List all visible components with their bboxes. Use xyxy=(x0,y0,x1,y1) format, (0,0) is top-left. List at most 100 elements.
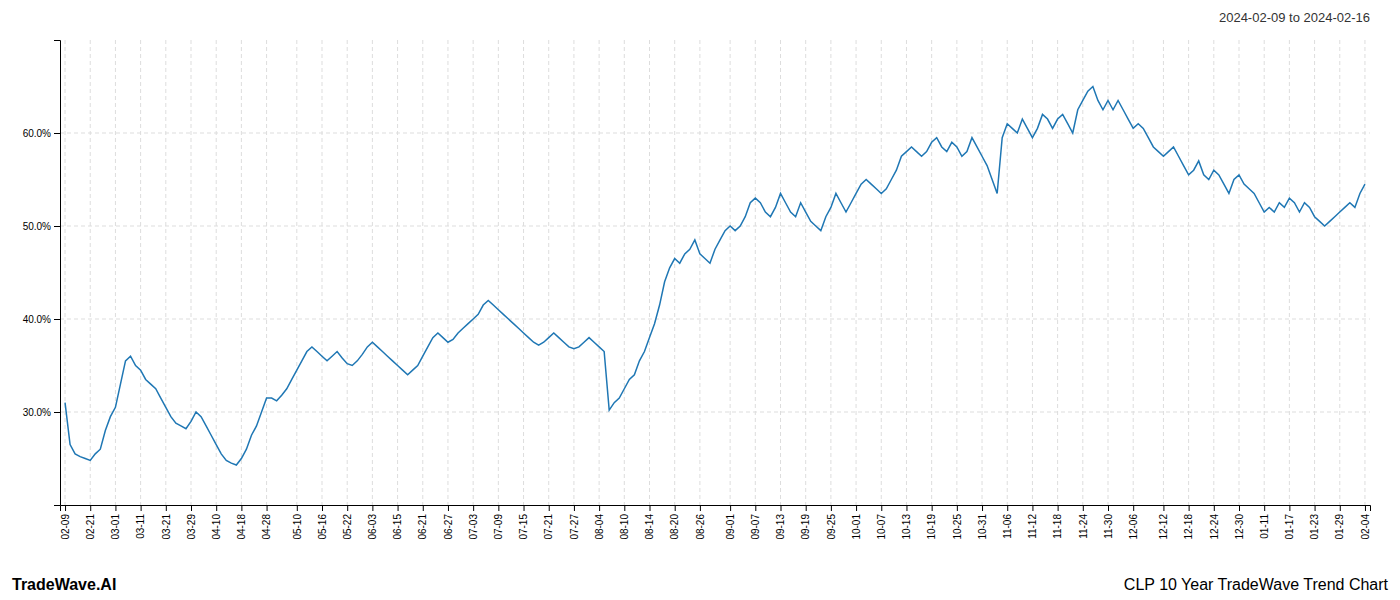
tick: 12-30 xyxy=(1234,505,1245,540)
grid-line xyxy=(322,40,323,505)
tick: 10-19 xyxy=(926,505,937,540)
tick-mark xyxy=(806,505,807,511)
tick: 11-30 xyxy=(1103,505,1114,539)
grid-line xyxy=(730,40,731,505)
grid xyxy=(60,40,1370,505)
tick-label: 12-24 xyxy=(1209,514,1220,540)
tick: 12-18 xyxy=(1183,505,1194,540)
tick: 01-17 xyxy=(1284,505,1295,540)
grid-line xyxy=(372,40,373,505)
tick-mark xyxy=(448,505,449,511)
tick-mark xyxy=(90,505,91,511)
tick-mark xyxy=(1058,505,1059,511)
tick-label: 01-23 xyxy=(1309,514,1320,540)
grid-line xyxy=(1289,40,1290,505)
tick-label: 05-22 xyxy=(342,514,353,540)
grid-line xyxy=(241,40,242,505)
tick-mark xyxy=(957,505,958,511)
tick-mark xyxy=(347,505,348,511)
grid-line xyxy=(1057,40,1058,505)
tick: 06-27 xyxy=(443,505,454,540)
tick-mark xyxy=(675,505,676,511)
grid-line xyxy=(1108,40,1109,505)
tick-label: 03-21 xyxy=(161,514,172,540)
tick-mark xyxy=(781,505,782,511)
tick: 02-04 xyxy=(1360,505,1371,540)
tick-label: 08-10 xyxy=(619,514,630,540)
tick: 10-31 xyxy=(977,505,988,540)
grid-line xyxy=(60,226,1370,227)
tick-label: 07-09 xyxy=(493,514,504,540)
grid-line xyxy=(498,40,499,505)
chart: 30.0%40.0%50.0%60.0%02-0902-2103-0103-11… xyxy=(0,0,1400,600)
tick-mark xyxy=(574,505,575,511)
grid-line xyxy=(422,40,423,505)
grid-line xyxy=(523,40,524,505)
tick-mark xyxy=(1239,505,1240,511)
tick: 07-15 xyxy=(518,505,529,540)
tick-label: 30.0% xyxy=(23,407,51,418)
tick-label: 06-03 xyxy=(367,514,378,540)
tick-mark xyxy=(650,505,651,511)
tick-label: 08-04 xyxy=(594,514,605,540)
tick-label: 09-07 xyxy=(750,514,761,540)
tick-label: 06-21 xyxy=(417,514,428,540)
grid-line xyxy=(624,40,625,505)
grid-line xyxy=(1082,40,1083,505)
tick-label: 08-14 xyxy=(644,514,655,540)
grid-line xyxy=(1133,40,1134,505)
tick: 07-27 xyxy=(569,505,580,540)
tick-mark xyxy=(54,226,60,227)
grid-line xyxy=(956,40,957,505)
grid-line xyxy=(1163,40,1164,505)
tick-label: 08-26 xyxy=(695,514,706,540)
grid-line xyxy=(1032,40,1033,505)
line xyxy=(65,87,1365,466)
tick: 06-03 xyxy=(367,505,378,540)
tick: 04-28 xyxy=(261,505,272,540)
tick-mark xyxy=(1163,505,1164,511)
grid-line xyxy=(216,40,217,505)
tick: 10-01 xyxy=(851,505,862,540)
tick-label: 02-09 xyxy=(60,514,71,540)
tick-label: 03-01 xyxy=(110,514,121,540)
tick-label: 09-25 xyxy=(826,514,837,540)
tick-label: 11-18 xyxy=(1052,514,1063,539)
tick-label: 12-18 xyxy=(1183,514,1194,540)
grid-line xyxy=(548,40,549,505)
tick: 08-26 xyxy=(695,505,706,540)
tick: 40.0% xyxy=(23,314,60,325)
grid-line xyxy=(1213,40,1214,505)
tick-label: 10-19 xyxy=(926,514,937,540)
tick-mark xyxy=(624,505,625,511)
tick: 08-04 xyxy=(594,505,605,540)
tick: 09-01 xyxy=(725,505,736,540)
tick-mark xyxy=(1189,505,1190,511)
grid-line xyxy=(347,40,348,505)
grid-line xyxy=(140,40,141,505)
grid-line xyxy=(90,40,91,505)
tick-label: 10-01 xyxy=(851,514,862,540)
tick-mark xyxy=(549,505,550,511)
grid-line xyxy=(397,40,398,505)
tick-label: 05-10 xyxy=(292,514,303,540)
tick-label: 12-12 xyxy=(1158,514,1169,540)
tick-mark xyxy=(216,505,217,511)
tick: 11-24 xyxy=(1078,505,1089,539)
tick-mark xyxy=(1083,505,1084,511)
grid-line xyxy=(60,133,1370,134)
grid-line xyxy=(296,40,297,505)
tick-mark xyxy=(297,505,298,511)
tick-mark xyxy=(1264,505,1265,511)
tick-mark xyxy=(524,505,525,511)
tick-mark xyxy=(1289,505,1290,511)
y-axis: 30.0%40.0%50.0%60.0% xyxy=(23,41,61,506)
tick: 08-20 xyxy=(669,505,680,540)
tick-mark xyxy=(267,505,268,511)
tick: 10-13 xyxy=(901,505,912,540)
tick: 09-19 xyxy=(800,505,811,540)
tick: 05-22 xyxy=(342,505,353,540)
tick-label: 09-01 xyxy=(725,514,736,540)
tick-mark xyxy=(54,319,60,320)
grid-line xyxy=(881,40,882,505)
